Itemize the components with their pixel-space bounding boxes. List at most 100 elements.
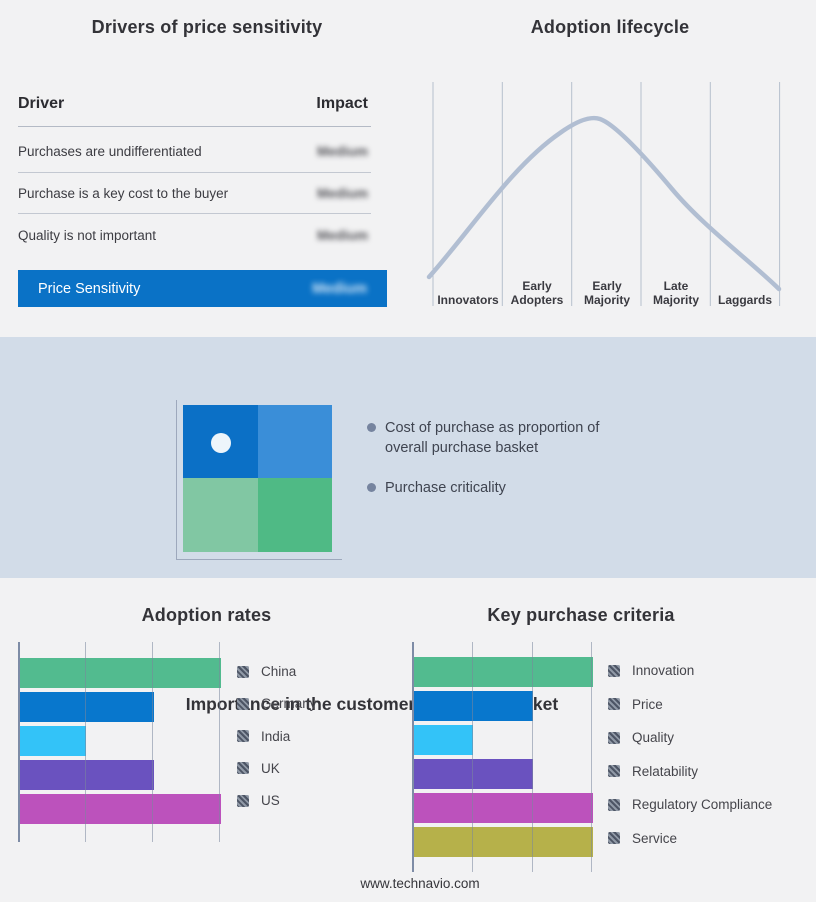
gridline <box>152 642 153 842</box>
gridline <box>532 642 533 872</box>
purchase-criteria-plot <box>412 642 593 872</box>
legend-swatch-hatched <box>237 730 249 743</box>
bar-service <box>413 827 593 857</box>
bar-innovation <box>413 657 593 687</box>
quadrant-y-axis <box>176 400 177 560</box>
legend-swatch-hatched <box>608 698 620 711</box>
bar-india <box>19 726 87 756</box>
bullet-icon <box>367 423 376 432</box>
driver-cell: Purchase is a key cost to the buyer <box>18 186 229 201</box>
bullet-text: Cost of purchase as proportion of overal… <box>385 420 600 456</box>
bar-relatability <box>413 759 533 789</box>
legend-item: Relatability <box>608 763 772 779</box>
legend-item: Innovation <box>608 663 772 678</box>
row-divider <box>18 213 371 214</box>
gridline <box>591 642 592 872</box>
table-row: Quality is not important Medium <box>18 228 368 243</box>
legend-label: Relatability <box>632 763 699 779</box>
gridline <box>85 642 86 842</box>
legend-label: UK <box>261 760 280 776</box>
legend-swatch-hatched <box>608 664 620 677</box>
column-header-impact: Impact <box>316 95 368 112</box>
lifecycle-title: Adoption lifecycle <box>530 17 690 37</box>
quadrant-x-axis <box>176 559 342 560</box>
legend-swatch-hatched <box>608 765 620 778</box>
price-sensitivity-summary-row: Price Sensitivity Medium <box>18 270 387 307</box>
purchase-criteria-title: Key purchase criteria <box>487 605 675 625</box>
adoption-curve <box>426 115 782 292</box>
bar-china <box>19 658 221 688</box>
gridline <box>219 642 220 842</box>
legend-swatch-hatched <box>237 794 249 807</box>
quadrant-bottom-left <box>183 478 258 552</box>
driver-cell: Quality is not important <box>18 228 157 243</box>
bar-us <box>19 794 221 824</box>
stage-divider-lines <box>432 82 781 306</box>
driver-cell: Purchases are undifferentiated <box>18 144 202 159</box>
legend-item: China <box>237 664 317 679</box>
legend-item: India <box>237 728 317 744</box>
legend-item: UK <box>237 760 317 776</box>
table-row: Purchase is a key cost to the buyer Medi… <box>18 186 368 201</box>
legend-item: Quality <box>608 730 772 746</box>
adoption-rates-plot <box>18 642 221 842</box>
y-axis-line <box>412 642 414 872</box>
impact-cell-obscured: Medium <box>316 144 368 159</box>
legend-label: Price <box>632 696 663 712</box>
gridline <box>472 642 473 872</box>
lifecycle-chart <box>426 82 782 306</box>
bar-germany <box>19 692 154 722</box>
stage-label-laggards: Laggards <box>717 292 772 307</box>
bar-uk <box>19 760 154 790</box>
legend-label: Service <box>632 830 678 846</box>
website-url: www.technavio.com <box>360 876 480 891</box>
impact-cell-obscured: Medium <box>316 228 368 243</box>
stage-label-innovators: Innovators <box>437 292 499 307</box>
table-header-row: Driver Impact <box>18 95 368 113</box>
legend-item: Price <box>608 696 772 712</box>
legend-swatch-hatched <box>608 832 620 845</box>
bullet-item: Purchase criticality <box>367 479 625 499</box>
legend-item: Regulatory Compliance <box>608 797 773 813</box>
column-header-driver: Driver <box>18 95 65 112</box>
legend-swatch-hatched <box>237 697 249 710</box>
header-divider <box>18 126 371 127</box>
stage-label-early-majority: Early Majority <box>583 278 630 307</box>
row-divider <box>18 172 371 173</box>
legend-item: US <box>237 793 317 809</box>
bullet-item: Cost of purchase as proportion of overal… <box>367 419 625 458</box>
bullet-text: Purchase criticality <box>385 480 506 496</box>
bar-quality <box>413 725 473 755</box>
stage-label-early-adopters: Early Adopters <box>510 278 564 307</box>
legend-label: India <box>261 728 291 744</box>
summary-row-label: Price Sensitivity <box>38 280 141 297</box>
legend-label: China <box>261 664 297 679</box>
y-axis-line <box>18 642 20 842</box>
stage-label-late-majority: Late Majority <box>652 278 699 307</box>
quadrant-top-right <box>258 405 332 478</box>
position-marker-dot <box>211 433 231 453</box>
purchase-criteria-legend: Innovation Price Quality Relatability Re… <box>608 663 773 846</box>
bullet-icon <box>367 483 376 492</box>
legend-swatch-hatched <box>608 731 620 744</box>
legend-label: Regulatory Compliance <box>632 797 773 813</box>
adoption-rates-title: Adoption rates <box>141 605 272 625</box>
table-row: Purchases are undifferentiated Medium <box>18 144 368 159</box>
impact-cell-obscured: Medium <box>316 186 368 201</box>
legend-label: Quality <box>632 730 675 746</box>
legend-item: Germany <box>237 696 317 712</box>
legend-swatch-hatched <box>237 762 249 775</box>
bar-price <box>413 691 533 721</box>
summary-impact-obscured: Medium <box>312 280 367 297</box>
legend-swatch-hatched <box>608 798 620 811</box>
legend-swatch-hatched <box>237 665 249 678</box>
legend-label: Innovation <box>632 663 695 678</box>
purchase-basket-band: Importance in the customer purchase bask… <box>0 337 816 714</box>
legend-label: US <box>261 793 280 809</box>
legend-label: Germany <box>261 696 317 712</box>
adoption-rates-legend: China Germany India UK US <box>237 664 317 809</box>
legend-item: Service <box>608 830 772 846</box>
drivers-panel-title: Drivers of price sensitivity <box>91 17 323 37</box>
quadrant-bottom-right <box>258 478 332 552</box>
